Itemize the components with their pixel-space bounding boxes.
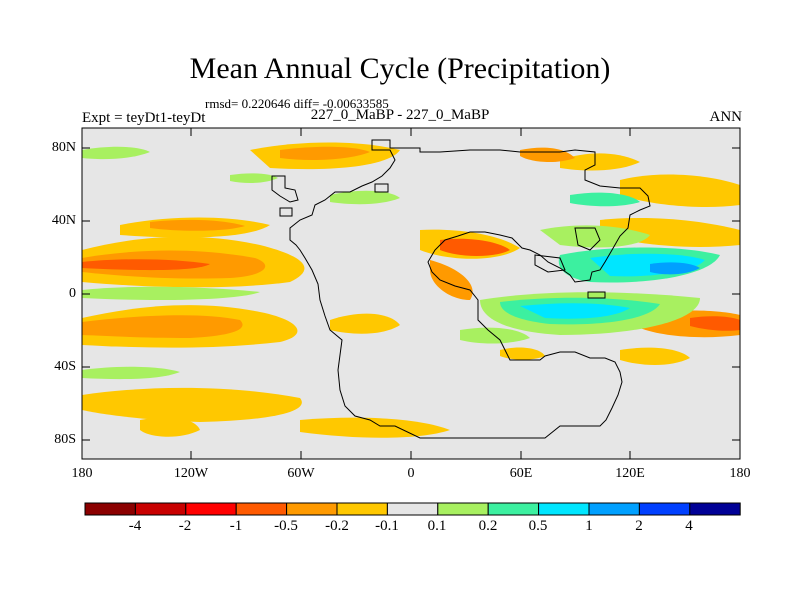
colorbar-swatch: [286, 502, 338, 516]
colorbar-swatch: [437, 502, 489, 516]
colorbar-label: -0.1: [375, 518, 399, 534]
y-tick-label: 40N: [51, 213, 76, 228]
colorbar-label: -0.5: [274, 518, 298, 534]
experiment-label: Expt = teyDt1-teyDt: [82, 110, 206, 126]
colorbar-label: 0.1: [427, 518, 447, 534]
x-tick-label: 120E: [615, 466, 645, 481]
colorbar-swatch: [638, 502, 691, 516]
y-tick-label: 80N: [51, 140, 76, 155]
colorbar-label: -4: [128, 518, 142, 534]
season-label: ANN: [709, 109, 743, 125]
x-tick-label: 0: [407, 466, 415, 481]
x-tick-label: 180: [71, 466, 93, 481]
colorbar-label: 4: [685, 518, 693, 534]
colorbar-label: 1: [585, 518, 593, 534]
colorbar-swatch: [386, 502, 439, 516]
y-tick-label: 80S: [54, 432, 76, 447]
colorbar-swatch: [235, 502, 288, 516]
colorbar-swatch: [336, 502, 388, 516]
colorbar-swatch: [538, 502, 590, 516]
colorbar-swatch: [84, 502, 136, 516]
colorbar-label: -2: [178, 518, 192, 534]
chart-title: Mean Annual Cycle (Precipitation): [189, 52, 611, 85]
coastline-outlines: [271, 139, 651, 439]
colorbar-label: -1: [229, 518, 243, 534]
y-tick-label: 0: [69, 286, 76, 301]
colorbar-swatch: [588, 502, 640, 516]
period-range-label: 227_0_MaBP - 227_0_MaBP: [310, 107, 490, 123]
colorbar-label: -0.2: [325, 518, 349, 534]
y-tick-label: 40S: [54, 359, 76, 374]
colorbar-swatch: [689, 502, 741, 516]
precip-anomaly-field: [82, 142, 740, 438]
x-tick-label: 120W: [173, 466, 209, 481]
x-tick-label: 60E: [509, 466, 533, 481]
x-tick-label: 60W: [287, 466, 315, 481]
axis-ticks: [82, 128, 740, 459]
colorbar-swatch: [487, 502, 540, 516]
colorbar-swatch: [134, 502, 187, 516]
colorbar-label: 2: [635, 518, 643, 534]
colorbar-label: 0.5: [528, 518, 548, 534]
stats-text: rmsd= 0.220646 diff= -0.00633585: [205, 96, 389, 111]
colorbar-label: 0.2: [478, 518, 498, 534]
x-tick-label: 180: [729, 466, 751, 481]
colorbar-swatch: [185, 502, 237, 516]
colorbar: [84, 502, 741, 516]
